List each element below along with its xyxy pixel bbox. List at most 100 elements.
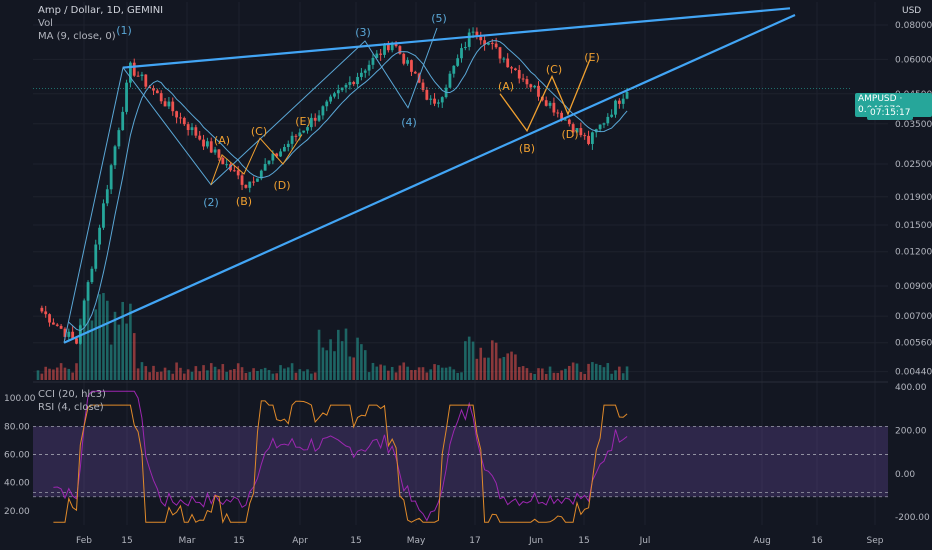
cci-label: CCI (20, hlc3) [38,389,106,400]
ma-label: MA (9, close, 0) [38,31,116,42]
cci-line [53,390,628,522]
volume-bar [148,372,151,380]
candle-body [309,117,313,128]
candle-body [333,93,336,97]
volume-bar [179,367,182,380]
volume-bar [236,363,240,380]
volume-bar [483,357,486,380]
time-tick-label: Jun [528,536,543,546]
candle-body [575,128,579,133]
candle-body [375,53,379,58]
volume-bar [82,305,86,380]
triangle-wave-path [210,134,303,185]
wave-label: (E) [584,51,600,64]
volume-bar [575,363,579,380]
volume-bar [40,373,44,380]
candle-body [59,325,63,329]
volume-bar [402,362,406,380]
volume-bar [140,362,144,380]
volume-bar [194,366,198,380]
candle-body [221,157,225,165]
candle-body [198,135,202,140]
currency-label[interactable]: USD [902,6,922,16]
rsi-tick-label: 80.00 [4,422,30,432]
candle-body [117,130,121,147]
time-tick-label: 15 [121,536,132,546]
volume-bar [44,366,47,380]
projected-wave-path [499,59,591,133]
symbol-title: Amp / Dollar, 1D, GEMINI [38,5,164,16]
time-tick-label: May [407,536,426,546]
wave-label: (C) [251,125,267,138]
rsi-band [33,426,888,497]
candle-body [90,268,94,283]
candle-body [433,98,436,104]
volume-bar [313,372,317,380]
candle-body [425,89,429,100]
candle-body [256,178,259,182]
cci-tick-label: 200.00 [895,426,927,436]
volume-bar [67,368,71,380]
candle-body [244,184,248,188]
candle-body [475,31,479,37]
volume-bar [175,362,178,380]
wave-label: (B) [519,142,535,155]
volume-bar [263,367,267,380]
volume-bar [598,364,602,380]
rsi-line [53,400,628,524]
lower-trendline [63,13,796,344]
volume-bar [479,347,483,380]
candle-body [286,143,290,148]
volume-bar [498,358,502,380]
volume-bar [602,367,606,380]
volume-bar [310,373,313,380]
candle-body [548,102,552,106]
candle-body [625,91,629,99]
impulse-wave-path [63,27,438,343]
volume-bar [229,369,232,380]
time-tick-label: Feb [76,536,92,546]
volume-bar [417,367,421,380]
candles [40,27,629,345]
candle-body [179,117,182,119]
time-tick-label: Mar [179,536,196,546]
volume-bar [510,351,513,380]
volume-bar [337,329,340,380]
candle-body [602,123,606,125]
candle-body [52,322,55,325]
volume-bar [614,370,617,380]
volume-bar [433,364,436,380]
candle-body [356,76,359,85]
volume-bar [86,295,90,380]
candle-body [336,90,340,94]
volume-bar [548,366,552,380]
candle-body [194,127,198,136]
candle-body [556,112,560,114]
candle-body [533,85,537,88]
candle-body [490,42,494,44]
candle-body [410,60,413,72]
rsi-tick-label: 100.00 [4,394,36,404]
wave-label: (A) [498,80,514,93]
candle-body [240,175,244,185]
candle-body [452,65,456,74]
candle-body [529,84,533,88]
candle-body [225,164,229,166]
candle-body [591,132,594,144]
volume-bar [275,373,278,380]
main-legend: Amp / Dollar, 1D, GEMINI Vol MA (9, clos… [38,4,163,43]
volume-bar [144,366,148,380]
candle-body [148,86,152,89]
candle-body [348,82,352,85]
volume-bar [298,369,302,380]
volume-bar [398,365,402,380]
volume-bar [321,347,325,380]
volume-bar [560,370,563,380]
candle-body [571,124,575,133]
candle-body [186,124,190,131]
candle-body [159,93,163,102]
